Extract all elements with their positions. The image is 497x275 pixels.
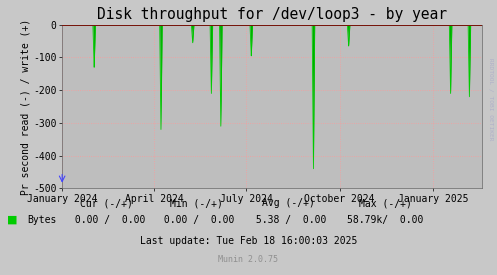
- Text: Cur (-/+): Cur (-/+): [81, 199, 133, 208]
- Text: Bytes: Bytes: [27, 215, 57, 225]
- Text: 5.38 /  0.00: 5.38 / 0.00: [250, 215, 327, 225]
- Title: Disk throughput for /dev/loop3 - by year: Disk throughput for /dev/loop3 - by year: [97, 7, 447, 22]
- Text: RRDTOOL / TOBI OETIKER: RRDTOOL / TOBI OETIKER: [488, 58, 493, 140]
- Text: Min (-/+): Min (-/+): [170, 199, 223, 208]
- Text: Munin 2.0.75: Munin 2.0.75: [219, 255, 278, 264]
- Text: 0.00 /  0.00: 0.00 / 0.00: [69, 215, 145, 225]
- Text: 58.79k/  0.00: 58.79k/ 0.00: [347, 215, 423, 225]
- Text: ■: ■: [7, 215, 18, 225]
- Text: 0.00 /  0.00: 0.00 / 0.00: [158, 215, 235, 225]
- Y-axis label: Pr second read (-) / write (+): Pr second read (-) / write (+): [20, 18, 30, 195]
- Text: Avg (-/+): Avg (-/+): [262, 199, 315, 208]
- Text: Last update: Tue Feb 18 16:00:03 2025: Last update: Tue Feb 18 16:00:03 2025: [140, 236, 357, 246]
- Text: Max (-/+): Max (-/+): [359, 199, 412, 208]
